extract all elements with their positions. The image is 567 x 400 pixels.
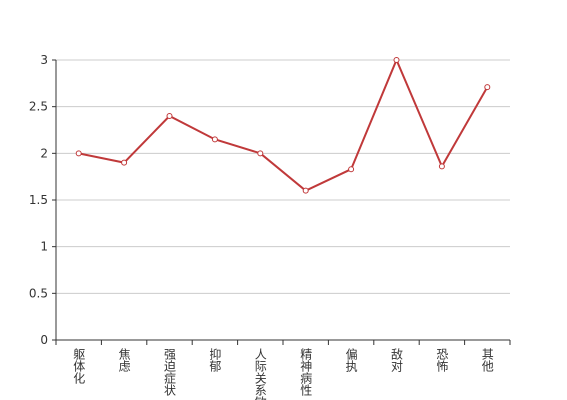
- x-tick-label: 其他: [480, 348, 494, 372]
- x-tick-label: 人际关系敏感: [253, 348, 267, 400]
- point: [302, 187, 309, 194]
- x-tick-label: 躯体化: [72, 347, 86, 385]
- y-tick-label: 0.5: [29, 286, 48, 300]
- point: [438, 163, 445, 170]
- point: [393, 57, 400, 63]
- y-tick-label: 2.5: [29, 100, 48, 114]
- y-tick-label: 1.5: [29, 193, 48, 207]
- y-tick-label: 0: [40, 333, 48, 347]
- y-tick-label: 3: [40, 53, 48, 67]
- x-tick-label: 精神病性: [299, 348, 313, 397]
- x-tick-label: 强迫症状: [163, 348, 177, 396]
- x-tick-label: 偏执: [344, 347, 358, 373]
- x-tick-label: 焦虑: [117, 348, 131, 372]
- point: [121, 159, 128, 166]
- point: [211, 136, 218, 143]
- point: [75, 150, 82, 157]
- point: [484, 84, 491, 91]
- line: [78, 57, 489, 192]
- y-tick-label: 2: [40, 146, 48, 160]
- x-tick-label: 恐怖: [435, 348, 449, 372]
- y-tick-label: 1: [40, 240, 48, 254]
- point: [166, 113, 173, 119]
- x-tick-label: 敌对: [390, 347, 404, 372]
- x-tick-label: 抑郁: [208, 347, 222, 373]
- point: [348, 166, 355, 173]
- point: [257, 150, 264, 157]
